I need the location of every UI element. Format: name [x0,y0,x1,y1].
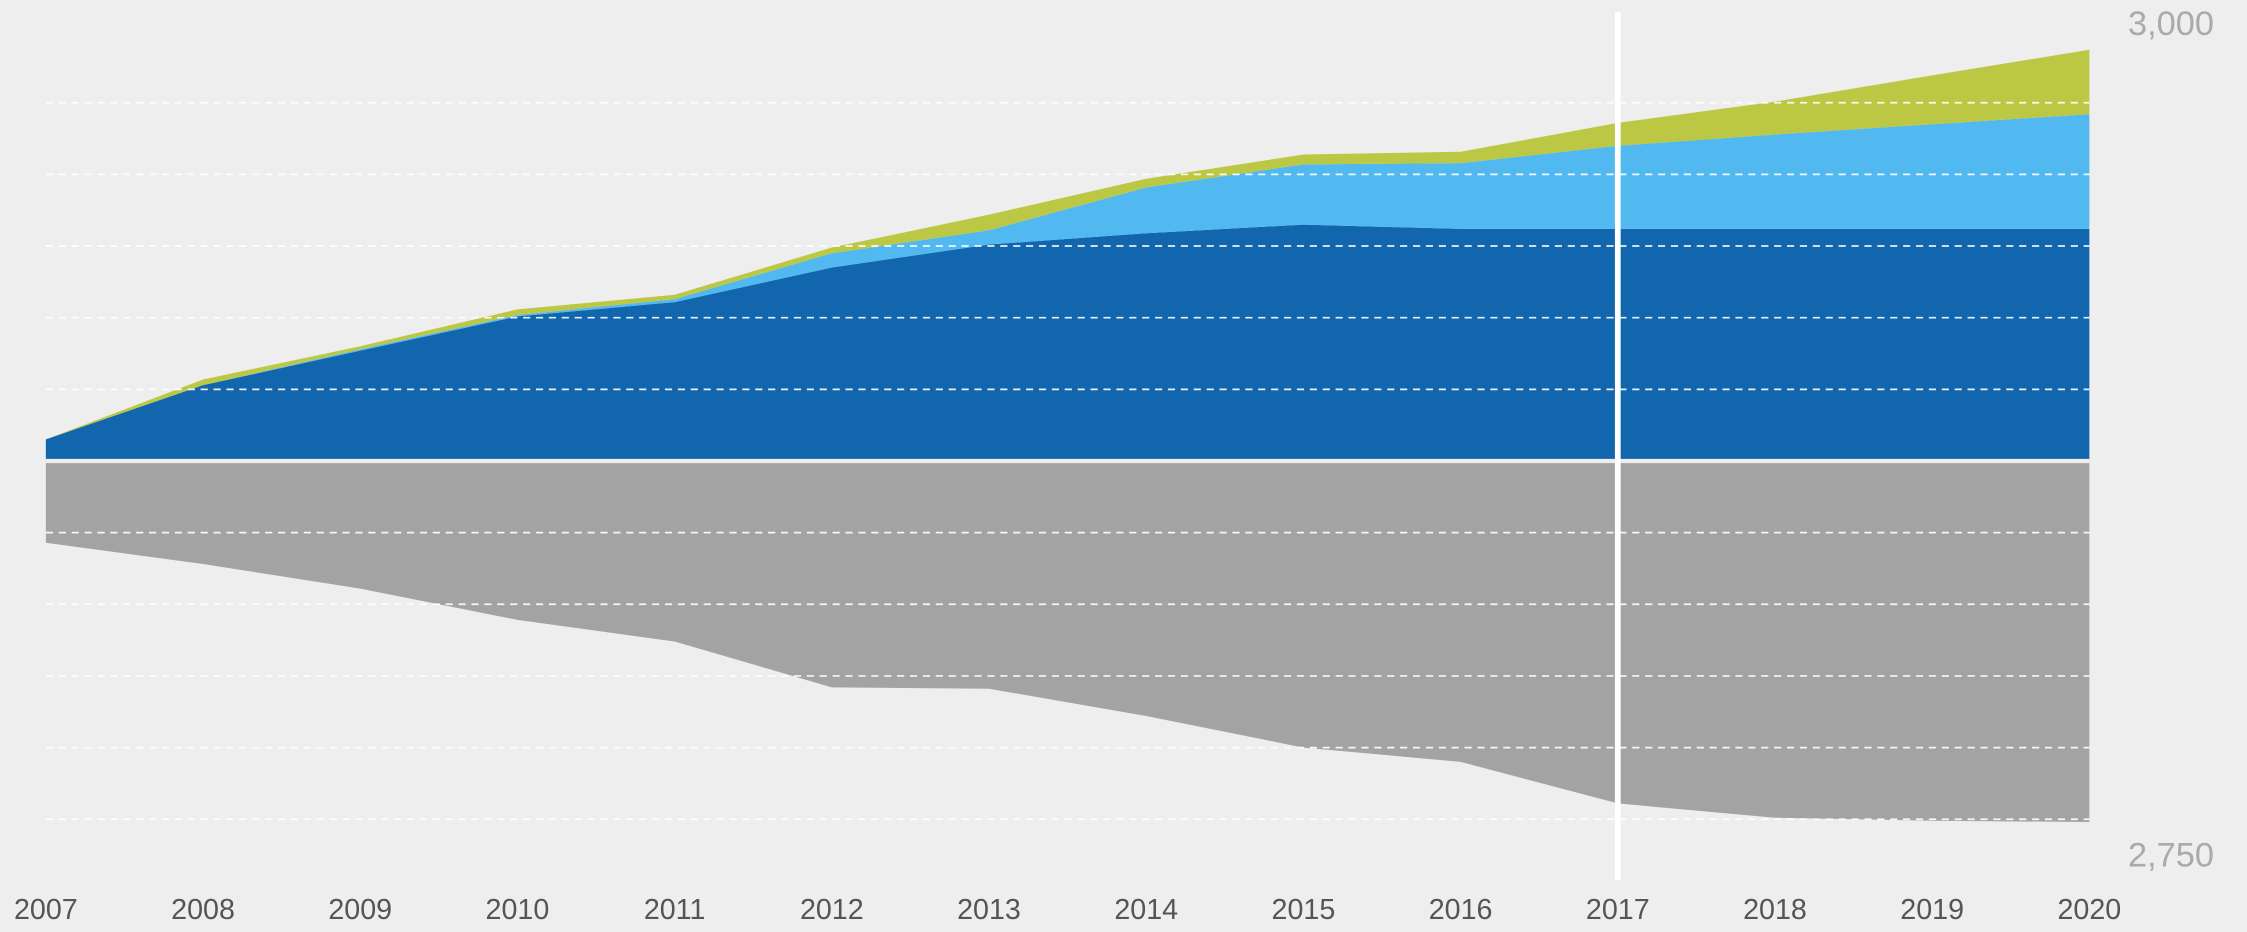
x-tick-label: 2008 [171,894,235,926]
x-tick-label: 2010 [486,894,550,926]
x-tick-label: 2019 [1900,894,1964,926]
x-tick-label: 2012 [800,894,864,926]
x-tick-label: 2011 [644,894,706,926]
x-tick-label: 2013 [957,894,1021,926]
y-tick-label: 3,000 [2128,5,2214,43]
area [45,224,2090,461]
x-tick-label: 2017 [1586,894,1650,926]
x-tick-label: 2009 [328,894,392,926]
x-tick-label: 2014 [1114,894,1178,926]
y-tick-label: 2,750 [2128,836,2214,874]
area [45,114,2090,440]
x-tick-label: 2007 [14,894,78,926]
area [45,49,2090,440]
x-tick-label: 2020 [2057,894,2121,926]
x-tick-label: 2015 [1272,894,1336,926]
x-tick-label: 2018 [1743,894,1807,926]
area [45,460,2090,823]
x-tick-label: 2016 [1429,894,1493,926]
